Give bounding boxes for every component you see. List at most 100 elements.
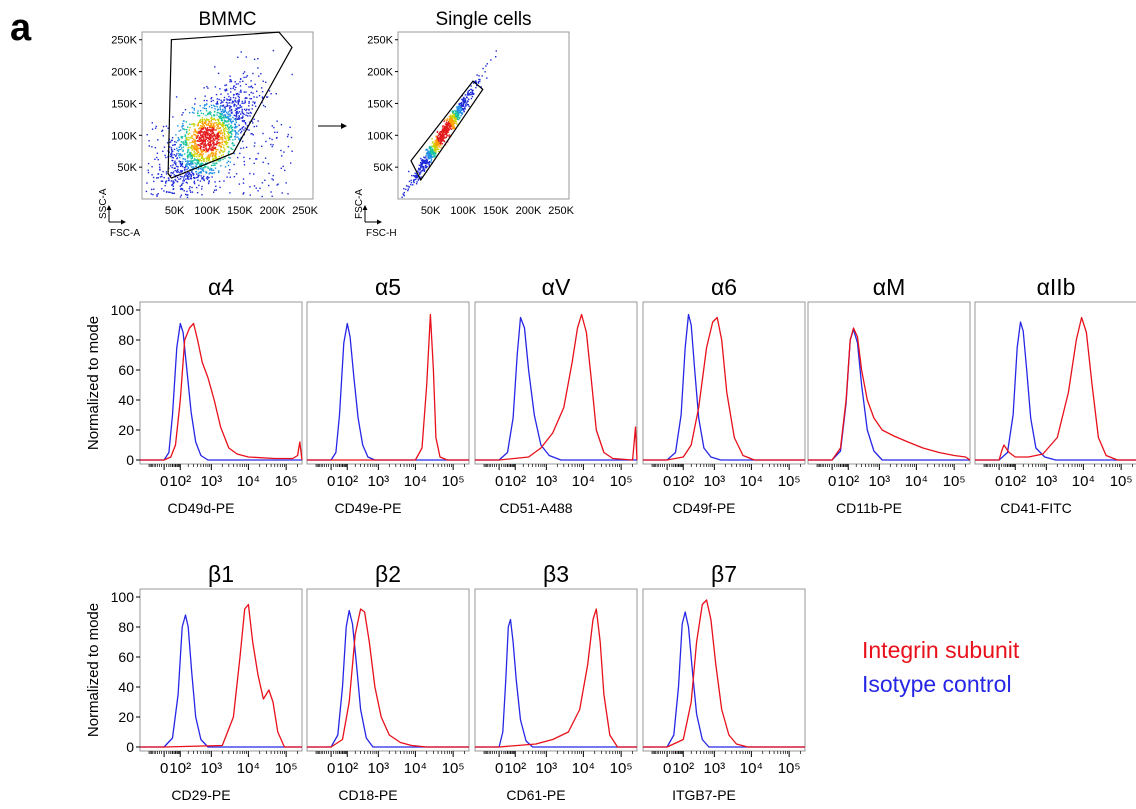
event-dot (187, 176, 189, 178)
event-dot (407, 188, 410, 190)
event-dot (458, 105, 460, 108)
event-dot (242, 193, 244, 195)
event-dot (228, 126, 231, 128)
event-dot (213, 191, 215, 193)
event-dot (219, 138, 221, 140)
event-dot (421, 164, 424, 166)
event-dot (202, 150, 204, 153)
event-dot (223, 137, 226, 139)
event-dot (152, 193, 154, 196)
event-dot (179, 172, 181, 174)
event-dot (410, 182, 413, 184)
event-dot (472, 92, 474, 94)
event-dot (265, 140, 267, 143)
event-dot (435, 148, 437, 151)
event-dot (213, 172, 216, 174)
x-tick-label: 0 (160, 473, 168, 490)
event-dot (240, 117, 242, 119)
event-dot (426, 161, 429, 163)
event-dot (287, 193, 289, 195)
event-dot (179, 145, 182, 147)
event-dot (188, 149, 190, 151)
event-dot (158, 163, 161, 166)
event-dot (188, 175, 190, 178)
event-dot (154, 127, 157, 129)
event-dot (241, 110, 243, 112)
event-dot (189, 147, 192, 149)
event-dot (249, 157, 251, 160)
event-dot (161, 130, 163, 132)
event-dot (232, 120, 234, 122)
event-dot (197, 174, 199, 177)
event-dot (227, 114, 230, 116)
histogram-title: β7 (711, 561, 737, 587)
event-dot (431, 150, 433, 152)
event-dot (456, 123, 459, 126)
event-dot (210, 115, 213, 117)
event-dot (156, 194, 158, 196)
event-dot (432, 151, 434, 153)
event-dot (214, 157, 216, 159)
event-dot (198, 128, 200, 130)
event-dot (215, 93, 218, 96)
event-dot (182, 125, 185, 127)
event-dot (206, 158, 208, 160)
event-dot (212, 137, 214, 140)
event-dot (261, 91, 264, 93)
event-dot (176, 171, 178, 173)
event-dot (181, 125, 183, 127)
event-dot (168, 151, 171, 153)
event-dot (203, 139, 206, 142)
event-dot (474, 81, 477, 83)
event-dot (196, 192, 199, 194)
event-dot (219, 88, 221, 90)
event-dot (461, 101, 463, 104)
event-dot (211, 136, 214, 138)
event-dot (457, 115, 460, 117)
event-dot (176, 165, 178, 168)
event-dot (206, 131, 208, 134)
event-dot (229, 110, 231, 112)
event-dot (203, 105, 206, 107)
event-dot (186, 143, 188, 145)
event-dot (468, 89, 470, 92)
event-dot (190, 136, 192, 139)
event-dot (220, 123, 222, 125)
y-tick-label: 100K (367, 130, 393, 142)
event-dot (197, 175, 200, 178)
event-dot (443, 136, 445, 138)
event-dot (246, 125, 248, 127)
event-dot (444, 126, 446, 128)
event-dot (248, 102, 250, 104)
event-dot (428, 158, 430, 160)
event-dot (476, 84, 478, 87)
event-dot (205, 177, 208, 179)
event-dot (276, 184, 278, 186)
event-dot (214, 167, 217, 169)
x-tick-label: 10⁴ (237, 760, 260, 777)
event-dot (457, 118, 460, 121)
event-dot (449, 128, 451, 130)
event-dot (183, 143, 185, 146)
event-dot (455, 111, 457, 113)
event-dot (194, 146, 196, 148)
histogram-frame (474, 588, 638, 752)
event-dot (232, 101, 235, 103)
event-dot (271, 145, 273, 148)
event-dot (231, 112, 233, 114)
event-dot (210, 131, 212, 133)
event-dot (262, 104, 265, 107)
event-dot (262, 132, 264, 135)
event-dot (430, 151, 432, 153)
event-dot (215, 160, 218, 162)
event-dot (429, 148, 432, 150)
event-dot (228, 129, 230, 131)
event-dot (186, 194, 188, 196)
event-dot (249, 186, 251, 188)
event-dot (176, 176, 179, 179)
event-dot (222, 158, 224, 161)
event-dot (450, 119, 453, 121)
x-tick-label: 10² (336, 473, 358, 490)
event-dot (212, 123, 215, 126)
